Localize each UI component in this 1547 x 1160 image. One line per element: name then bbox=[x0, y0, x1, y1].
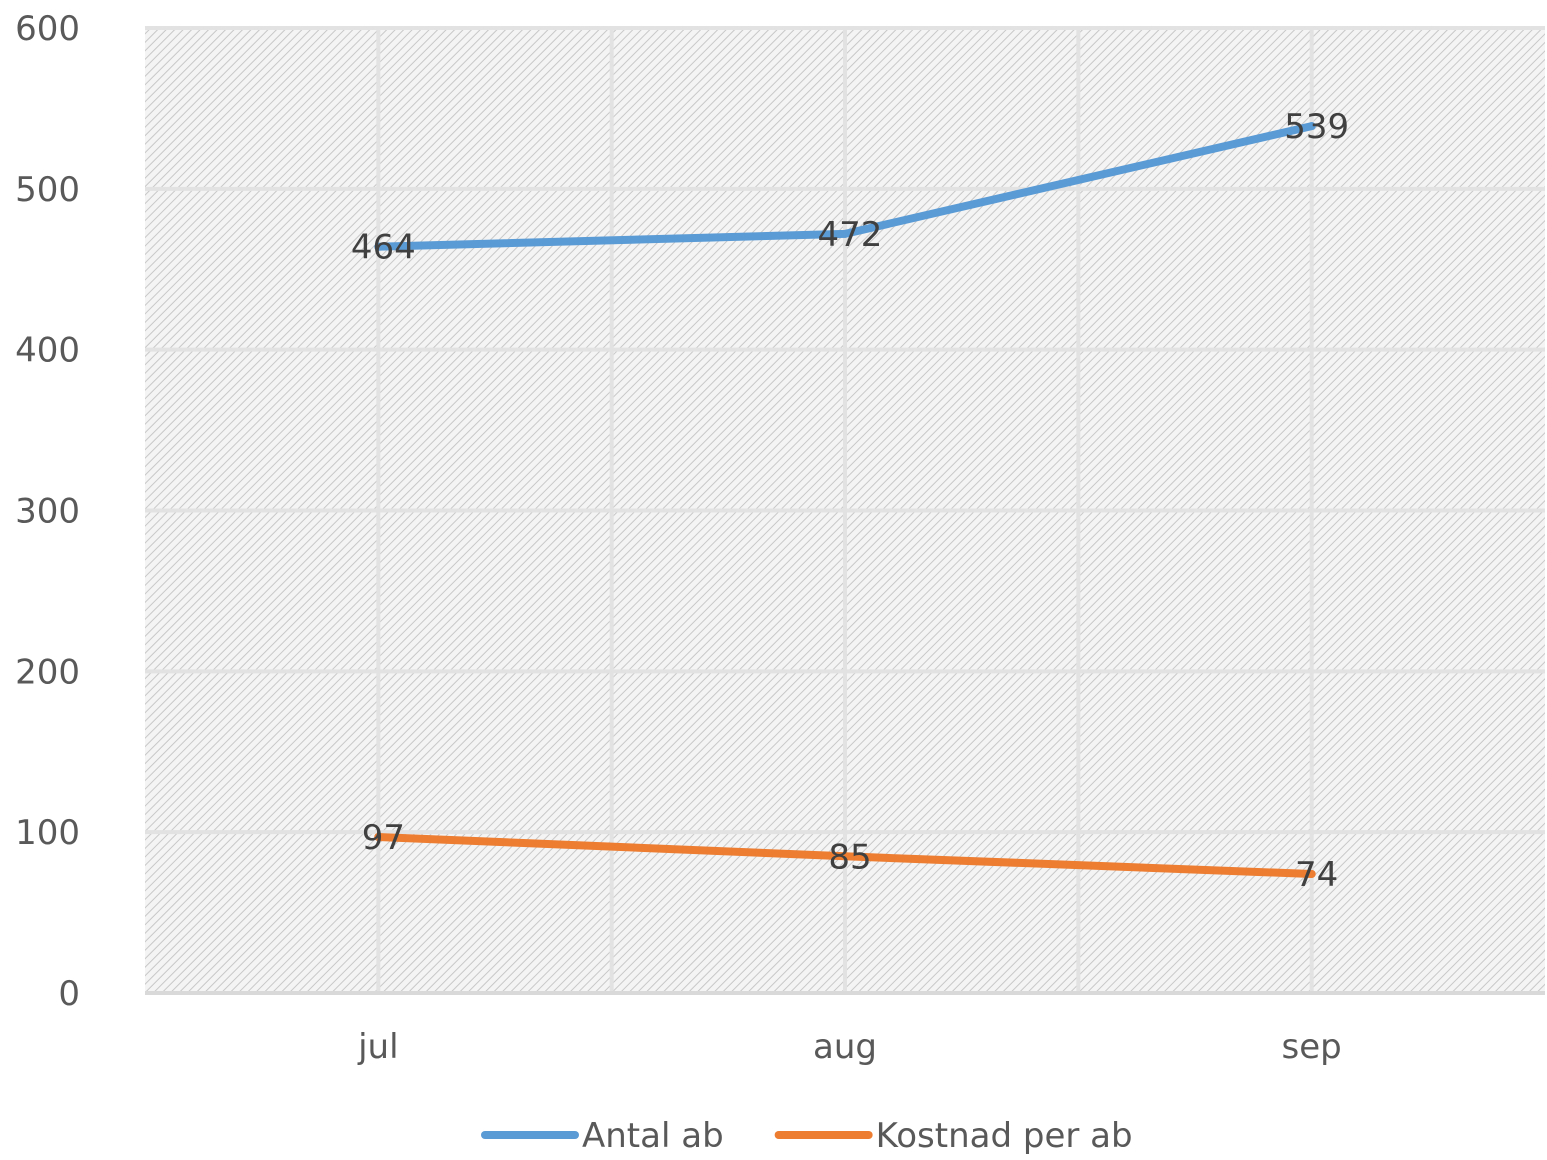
data-label-2-sep: 74 bbox=[1295, 855, 1338, 895]
axes: 0 100 200 300 400 500 600 jul aug sep bbox=[15, 9, 1545, 1067]
legend-label-2: Kostnad per ab bbox=[876, 1116, 1133, 1156]
data-point-1-aug bbox=[841, 229, 849, 238]
data-label-2-jul: 97 bbox=[362, 818, 405, 858]
y-tick-label-200: 200 bbox=[15, 652, 80, 692]
y-tick-label-600: 600 bbox=[15, 9, 80, 49]
y-tick-label-300: 300 bbox=[15, 492, 80, 532]
y-tick-label-400: 400 bbox=[15, 331, 80, 371]
legend: Antal ab Kostnad per ab bbox=[481, 1116, 1133, 1156]
data-label-1-jul: 464 bbox=[351, 228, 416, 268]
x-tick-label-jul: jul bbox=[357, 1027, 398, 1067]
gridlines bbox=[145, 26, 1545, 993]
data-point-2-sep bbox=[1307, 869, 1316, 878]
data-label-1-aug: 472 bbox=[818, 215, 883, 255]
data-point-1-sep bbox=[1307, 122, 1316, 131]
y-tick-label-100: 100 bbox=[15, 813, 80, 853]
legend-label-1: Antal ab bbox=[582, 1116, 724, 1156]
y-tick-label-500: 500 bbox=[15, 170, 80, 210]
data-point-2-jul bbox=[374, 832, 383, 841]
x-tick-label-sep: sep bbox=[1282, 1027, 1342, 1067]
series-lines bbox=[374, 122, 1316, 878]
data-point-1-jul bbox=[374, 242, 383, 251]
x-tick-label-aug: aug bbox=[813, 1027, 877, 1067]
data-label-2-aug: 85 bbox=[828, 837, 871, 877]
data-point-2-aug bbox=[841, 852, 849, 861]
data-labels: 464 472 539 97 85 74 bbox=[351, 107, 1349, 895]
y-tick-label-0: 0 bbox=[58, 974, 80, 1014]
data-label-1-sep: 539 bbox=[1284, 107, 1349, 147]
